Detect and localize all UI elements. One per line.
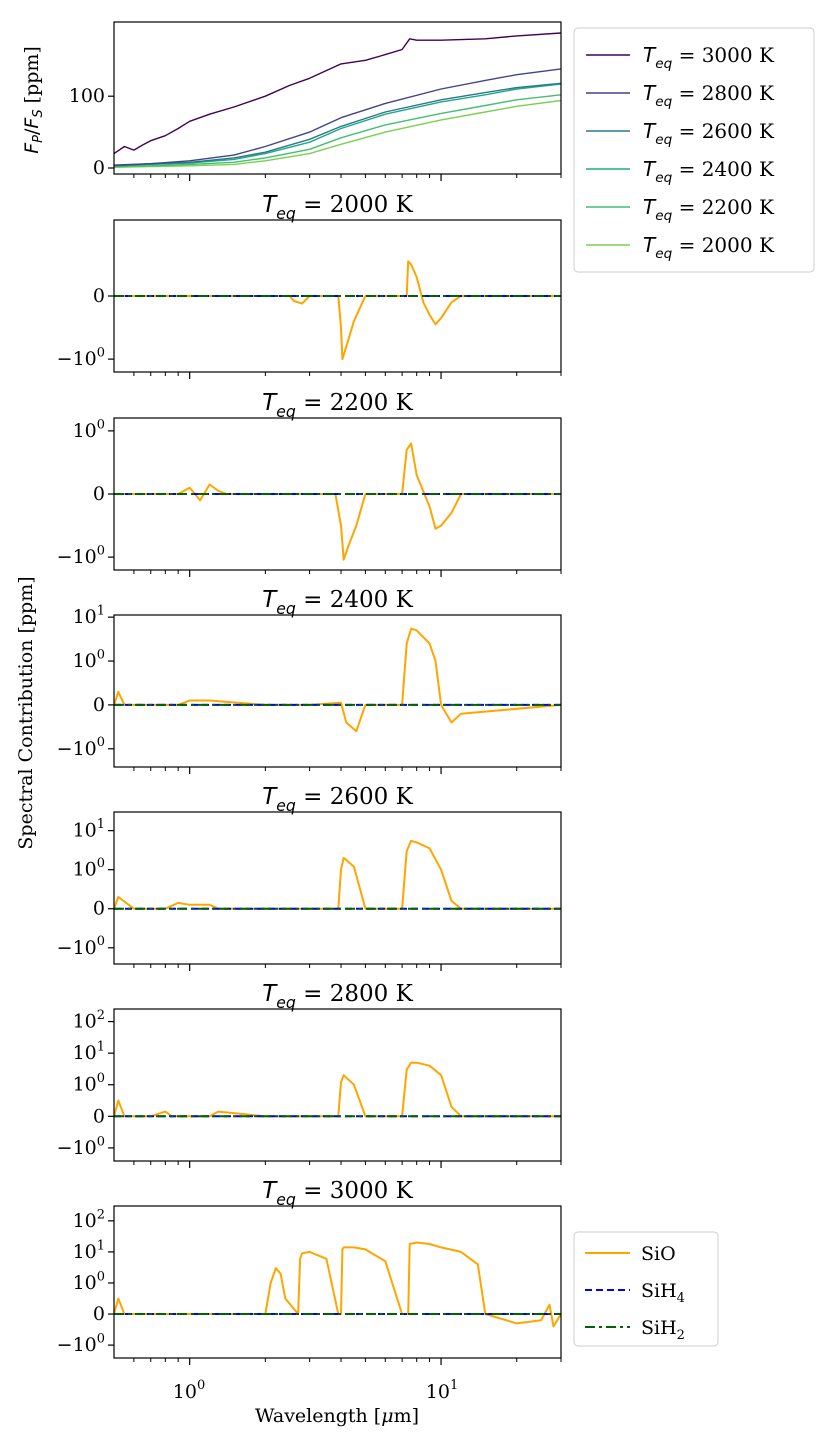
legend-frame bbox=[573, 1231, 719, 1347]
x-axis-label: Wavelength [μm] bbox=[255, 1405, 419, 1427]
legend-label-sih2: SiH2 bbox=[641, 1317, 685, 1343]
shared-ylabel: Spectral Contribution [ppm] bbox=[15, 576, 37, 849]
panel-4: 101 100 0 −100 Teq = 2600 K bbox=[57, 784, 562, 971]
panel-6: 102 101 100 0 −100 Teq = 3000 K bbox=[57, 1178, 562, 1365]
series-line-t3000 bbox=[114, 32, 561, 155]
legend-label-sih4: SiH4 bbox=[641, 1280, 685, 1306]
y-tick-label: −100 bbox=[57, 1134, 105, 1159]
panel-title: Teq = 2600 K bbox=[262, 784, 413, 815]
panel-title: Teq = 3000 K bbox=[262, 1178, 413, 1209]
legend-frame bbox=[573, 27, 815, 273]
y-tick-label: 100 bbox=[73, 1071, 105, 1096]
panel-3: 101 100 0 −100 Teq = 2400 K bbox=[57, 587, 562, 774]
axes-frame bbox=[113, 811, 562, 965]
panels-group: 0 100 0 −100 Teq = 2000 K 100 0 −100 Teq = 2200 … bbox=[57, 21, 562, 1365]
series-line-sio bbox=[114, 260, 561, 361]
y-tick-label: 0 bbox=[93, 483, 105, 505]
panel-5: 102 101 100 0 −100 Teq = 2800 K bbox=[57, 981, 562, 1168]
panel-title: Teq = 2400 K bbox=[262, 587, 413, 618]
x-tick-label-1: 100 bbox=[173, 1378, 205, 1403]
series-group bbox=[114, 1241, 561, 1328]
series-line-sio bbox=[114, 627, 561, 733]
y-tick-label: 100 bbox=[73, 856, 105, 881]
series-group bbox=[114, 1061, 561, 1118]
panel-0: 0 100 bbox=[69, 21, 562, 181]
y-tick-label: 101 bbox=[73, 817, 105, 842]
y-tick-label: 102 bbox=[73, 1207, 105, 1232]
y-tick-label: 0 bbox=[93, 1105, 105, 1127]
series-line-t2400 bbox=[114, 83, 561, 167]
legend-label-sio: SiO bbox=[641, 1243, 676, 1265]
y-tick-label: 102 bbox=[73, 1008, 105, 1033]
series-group bbox=[114, 442, 561, 561]
series-line-sio bbox=[114, 1061, 561, 1118]
temperature-legend: Teq = 3000 K Teq = 2800 K Teq = 2600 K Teq … bbox=[573, 27, 815, 273]
legend-label-t2400: Teq = 2400 K bbox=[643, 157, 775, 186]
species-legend: SiO SiH4 SiH2 bbox=[573, 1231, 719, 1347]
y-tick-label: 100 bbox=[69, 85, 105, 107]
series-line-t2000 bbox=[114, 99, 561, 168]
y-tick-label: −100 bbox=[57, 735, 105, 760]
axes-frame bbox=[113, 614, 562, 768]
y-tick-label: 100 bbox=[73, 1269, 105, 1294]
series-line-sio bbox=[114, 839, 561, 910]
y-tick-label: 100 bbox=[73, 417, 105, 442]
y-tick-label: 0 bbox=[93, 157, 105, 179]
x-tick-label-10: 101 bbox=[426, 1378, 458, 1403]
series-line-sio bbox=[114, 442, 561, 561]
legend-label-t2800: Teq = 2800 K bbox=[643, 81, 775, 110]
series-group bbox=[114, 839, 561, 910]
y-tick-label: 0 bbox=[93, 285, 105, 307]
y-tick-label: 100 bbox=[73, 647, 105, 672]
panel-title: Teq = 2800 K bbox=[262, 981, 413, 1012]
temperature-legend-items: Teq = 3000 K Teq = 2800 K Teq = 2600 K Teq … bbox=[586, 43, 775, 262]
y-tick-label: 0 bbox=[93, 1303, 105, 1325]
legend-label-t2000: Teq = 2000 K bbox=[643, 233, 775, 262]
y-tick-label: 101 bbox=[73, 604, 105, 629]
panel-1: 0 −100 Teq = 2000 K bbox=[57, 192, 562, 379]
legend-label-t2600: Teq = 2600 K bbox=[643, 119, 775, 148]
species-legend-items: SiO SiH4 SiH2 bbox=[585, 1243, 685, 1343]
y-tick-label: 0 bbox=[93, 898, 105, 920]
y-tick-label: 101 bbox=[73, 1238, 105, 1263]
y-tick-label: −100 bbox=[57, 934, 105, 959]
series-group bbox=[114, 260, 561, 361]
y-tick-label: −100 bbox=[57, 544, 105, 569]
y-tick-label: −100 bbox=[57, 1332, 105, 1357]
y-tick-label: −100 bbox=[57, 346, 105, 371]
top-ylabel: FP/FS [ppm] bbox=[21, 46, 46, 154]
series-line-t2800 bbox=[114, 68, 561, 166]
axes-frame bbox=[113, 1205, 562, 1359]
axes-frame bbox=[113, 1008, 562, 1162]
series-group bbox=[114, 627, 561, 733]
series-line-t2600 bbox=[114, 82, 561, 167]
series-group bbox=[114, 32, 561, 168]
panel-title: Teq = 2000 K bbox=[262, 192, 413, 223]
legend-label-t3000: Teq = 3000 K bbox=[643, 43, 775, 72]
y-tick-label: 101 bbox=[73, 1040, 105, 1065]
y-tick-label: 0 bbox=[93, 694, 105, 716]
series-line-sio bbox=[114, 1241, 561, 1328]
series-line-t2200 bbox=[114, 94, 561, 168]
panel-title: Teq = 2200 K bbox=[262, 390, 413, 421]
legend-label-t2200: Teq = 2200 K bbox=[643, 195, 775, 224]
axes-frame bbox=[113, 21, 562, 175]
panel-2: 100 0 −100 Teq = 2200 K bbox=[57, 390, 562, 577]
